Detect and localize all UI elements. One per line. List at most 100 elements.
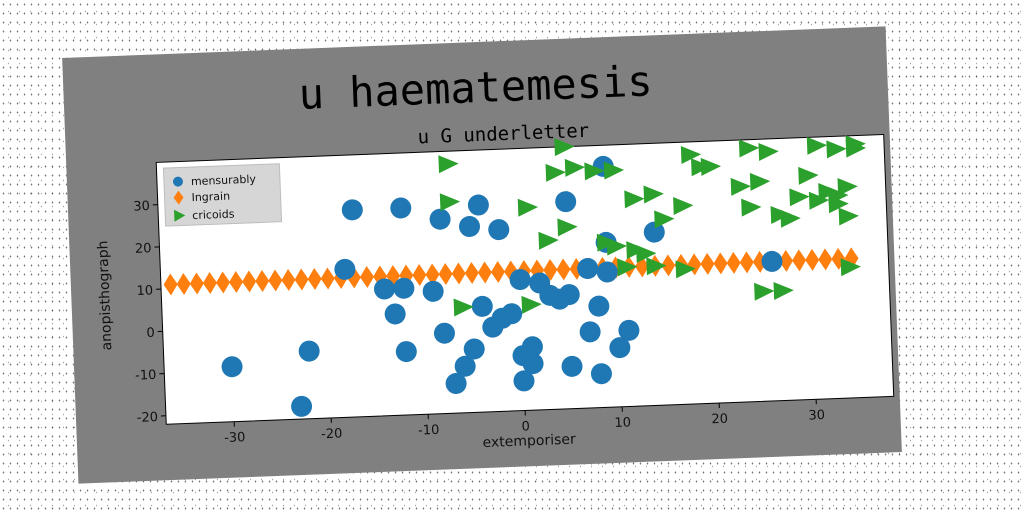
point-mensurably: [221, 356, 243, 378]
point-mensurably: [471, 295, 493, 317]
point-ingrain: [661, 254, 676, 277]
point-ingrain: [739, 251, 754, 274]
point-cricoids: [838, 207, 859, 226]
point-mensurably: [509, 269, 531, 291]
point-mensurably: [445, 373, 467, 395]
point-ingrain: [255, 270, 270, 292]
point-ingrain: [844, 247, 859, 270]
point-mensurably: [521, 336, 543, 358]
point-ingrain: [464, 261, 479, 284]
point-ingrain: [556, 258, 571, 281]
point-mensurably: [561, 355, 583, 377]
point-mensurably: [298, 340, 320, 362]
point-cricoids: [606, 237, 627, 256]
point-ingrain: [818, 248, 833, 271]
data-marks: [163, 135, 867, 417]
legend-marker-ingrain: [173, 190, 184, 205]
point-cricoids: [730, 177, 751, 196]
x-tick-label: -10: [418, 423, 440, 439]
point-mensurably: [588, 295, 610, 317]
x-tick-label: -30: [224, 430, 246, 446]
point-cricoids: [557, 218, 578, 237]
point-mensurably: [501, 303, 523, 325]
legend-label-cricoids: cricoids: [192, 207, 235, 222]
point-mensurably: [618, 319, 640, 341]
y-tick-label: -20: [136, 410, 158, 426]
point-cricoids: [806, 136, 828, 155]
legend-marker-cricoids: [174, 209, 186, 222]
point-ingrain: [451, 262, 466, 285]
point-cricoids: [453, 298, 474, 317]
y-axis-label: anopisthograph: [95, 240, 115, 351]
point-mensurably: [341, 199, 363, 221]
x-tick-label: 20: [711, 412, 728, 428]
point-ingrain: [713, 252, 728, 275]
point-mensurably: [643, 221, 665, 243]
point-ingrain: [202, 272, 217, 295]
chart-title: u haematemesis: [298, 56, 654, 119]
point-ingrain: [215, 271, 230, 294]
point-cricoids: [439, 193, 461, 212]
y-axis-ticks: -20 -10 0 10 20 30: [133, 199, 166, 426]
point-mensurably: [454, 355, 476, 377]
point-mensurably: [609, 337, 631, 359]
point-cricoids: [624, 190, 645, 209]
legend-label-ingrain: Ingrain: [191, 190, 230, 204]
point-mensurably: [513, 370, 535, 392]
point-ingrain: [268, 269, 283, 292]
point-ingrain: [294, 268, 309, 291]
x-tick-label: -20: [321, 426, 343, 442]
point-mensurably: [384, 303, 406, 325]
point-cricoids: [636, 244, 657, 263]
point-cricoids: [780, 209, 801, 228]
point-mensurably: [522, 353, 544, 375]
point-cricoids: [538, 231, 559, 250]
point-ingrain: [726, 251, 741, 274]
legend-marker-mensurably: [172, 176, 183, 187]
x-axis-label: extemporiser: [482, 432, 576, 452]
point-cricoids: [845, 139, 867, 158]
point-cricoids: [617, 258, 638, 277]
point-ingrain: [163, 273, 178, 296]
scatter-chart: u haematemesis u G underletter -30 -20 -10…: [95, 56, 895, 452]
point-cricoids: [673, 197, 694, 215]
point-cricoids: [643, 185, 664, 204]
x-axis-ticks: -30 -20 -10 0 10 20 30: [224, 399, 825, 446]
point-cricoids: [554, 138, 575, 157]
point-ingrain: [360, 265, 375, 288]
point-cricoids: [789, 188, 810, 207]
point-ingrain: [687, 253, 702, 276]
point-mensurably: [488, 219, 510, 241]
point-mensurably: [577, 258, 599, 280]
point-mensurably: [459, 216, 481, 238]
point-mensurably: [433, 322, 455, 344]
point-ingrain: [425, 263, 440, 286]
point-mensurably: [373, 278, 395, 300]
point-mensurably: [467, 194, 489, 216]
point-cricoids: [675, 260, 696, 279]
point-ingrain: [792, 249, 807, 272]
point-ingrain: [229, 271, 244, 294]
point-ingrain: [805, 248, 820, 271]
point-cricoids: [521, 295, 542, 314]
point-cricoids: [754, 282, 775, 301]
point-cricoids: [680, 145, 702, 164]
point-ingrain: [242, 270, 257, 293]
point-ingrain: [412, 263, 427, 286]
point-ingrain: [779, 249, 794, 272]
point-cricoids: [700, 157, 722, 176]
y-tick-label: 20: [135, 241, 152, 257]
point-mensurably: [761, 250, 783, 272]
point-mensurably: [590, 363, 612, 385]
point-cricoids: [837, 178, 858, 196]
chart-figure: u haematemesis u G underletter -30 -20 -10…: [62, 26, 902, 484]
point-cricoids: [654, 210, 675, 229]
y-tick-label: -10: [135, 368, 157, 384]
y-tick-label: 10: [136, 283, 153, 299]
point-mensurably: [291, 395, 313, 417]
point-cricoids: [840, 258, 861, 277]
point-ingrain: [189, 272, 204, 295]
point-cricoids: [773, 281, 794, 300]
y-tick-label: 30: [133, 199, 150, 215]
point-cricoids: [749, 172, 771, 191]
